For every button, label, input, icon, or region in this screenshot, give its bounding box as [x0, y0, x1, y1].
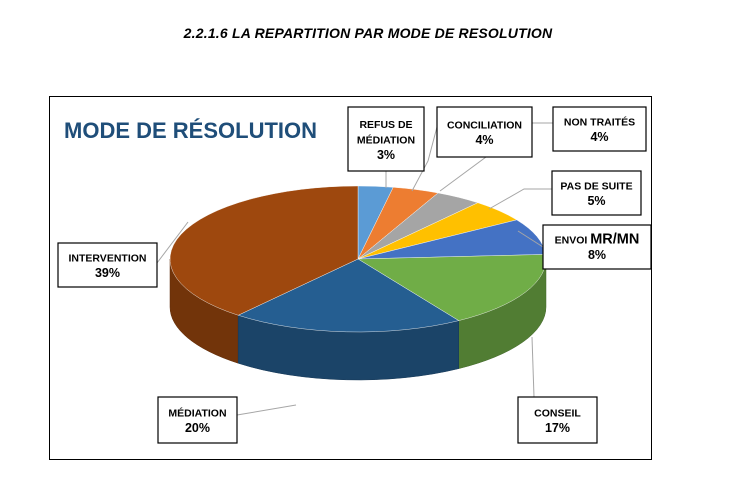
- leader-line: [156, 221, 189, 264]
- data-label-value: 4%: [590, 130, 608, 144]
- data-label-name: CONCILIATION: [447, 120, 522, 132]
- leader-line: [236, 404, 297, 416]
- data-label-name: MÉDIATION: [357, 133, 415, 146]
- data-label-value: 5%: [587, 194, 605, 208]
- pie-slices: [169, 185, 547, 381]
- data-label-value: 3%: [377, 148, 395, 162]
- data-label-name: INTERVENTION: [69, 253, 147, 265]
- pie-chart: MODE DE RÉSOLUTION REFUS DEMÉDIATION3%CO…: [57, 106, 651, 444]
- data-label-value: 8%: [588, 248, 606, 262]
- data-label-envoi-mr-mn: ENVOI MR/MN8%: [542, 224, 651, 270]
- slice-m-diation: [237, 258, 460, 333]
- data-label-value: 39%: [95, 266, 120, 280]
- section-heading: 2.2.1.6 LA REPARTITION PAR MODE DE RESOL…: [183, 25, 553, 41]
- data-label-name: CONSEIL: [534, 408, 581, 420]
- leader-line: [411, 126, 438, 192]
- leader-line: [517, 230, 544, 248]
- data-label-box: [436, 106, 533, 158]
- data-label-refus-de-m-diation: REFUS DE MÉDIATION 3%: [347, 106, 425, 172]
- chart-frame: MODE DE RÉSOLUTION REFUS DE MÉDIATION 3% CO…: [49, 96, 652, 460]
- leader-line: [531, 336, 535, 398]
- data-label-name: PAS DE SUITE: [560, 181, 632, 193]
- data-label-name: REFUS DE: [359, 119, 412, 131]
- data-label-name: MÉDIATION: [168, 407, 226, 420]
- data-label-box: [57, 242, 158, 288]
- data-label-name: NON TRAITÉS: [564, 116, 635, 129]
- data-label-box: [551, 170, 642, 216]
- data-label-value: 17%: [545, 421, 570, 435]
- data-label-box: [552, 106, 647, 152]
- data-label-box: [157, 396, 238, 444]
- data-label-name: ENVOI MR/MN: [555, 232, 640, 248]
- chart-title: MODE DE RÉSOLUTION: [64, 118, 317, 143]
- slice-intervention: [169, 185, 359, 316]
- data-label-box: [542, 224, 651, 270]
- data-label-value: 4%: [475, 133, 493, 147]
- data-label-box: [347, 106, 425, 172]
- leader-line: [488, 188, 552, 210]
- data-label-box: [517, 396, 598, 444]
- data-label-value: 20%: [185, 421, 210, 435]
